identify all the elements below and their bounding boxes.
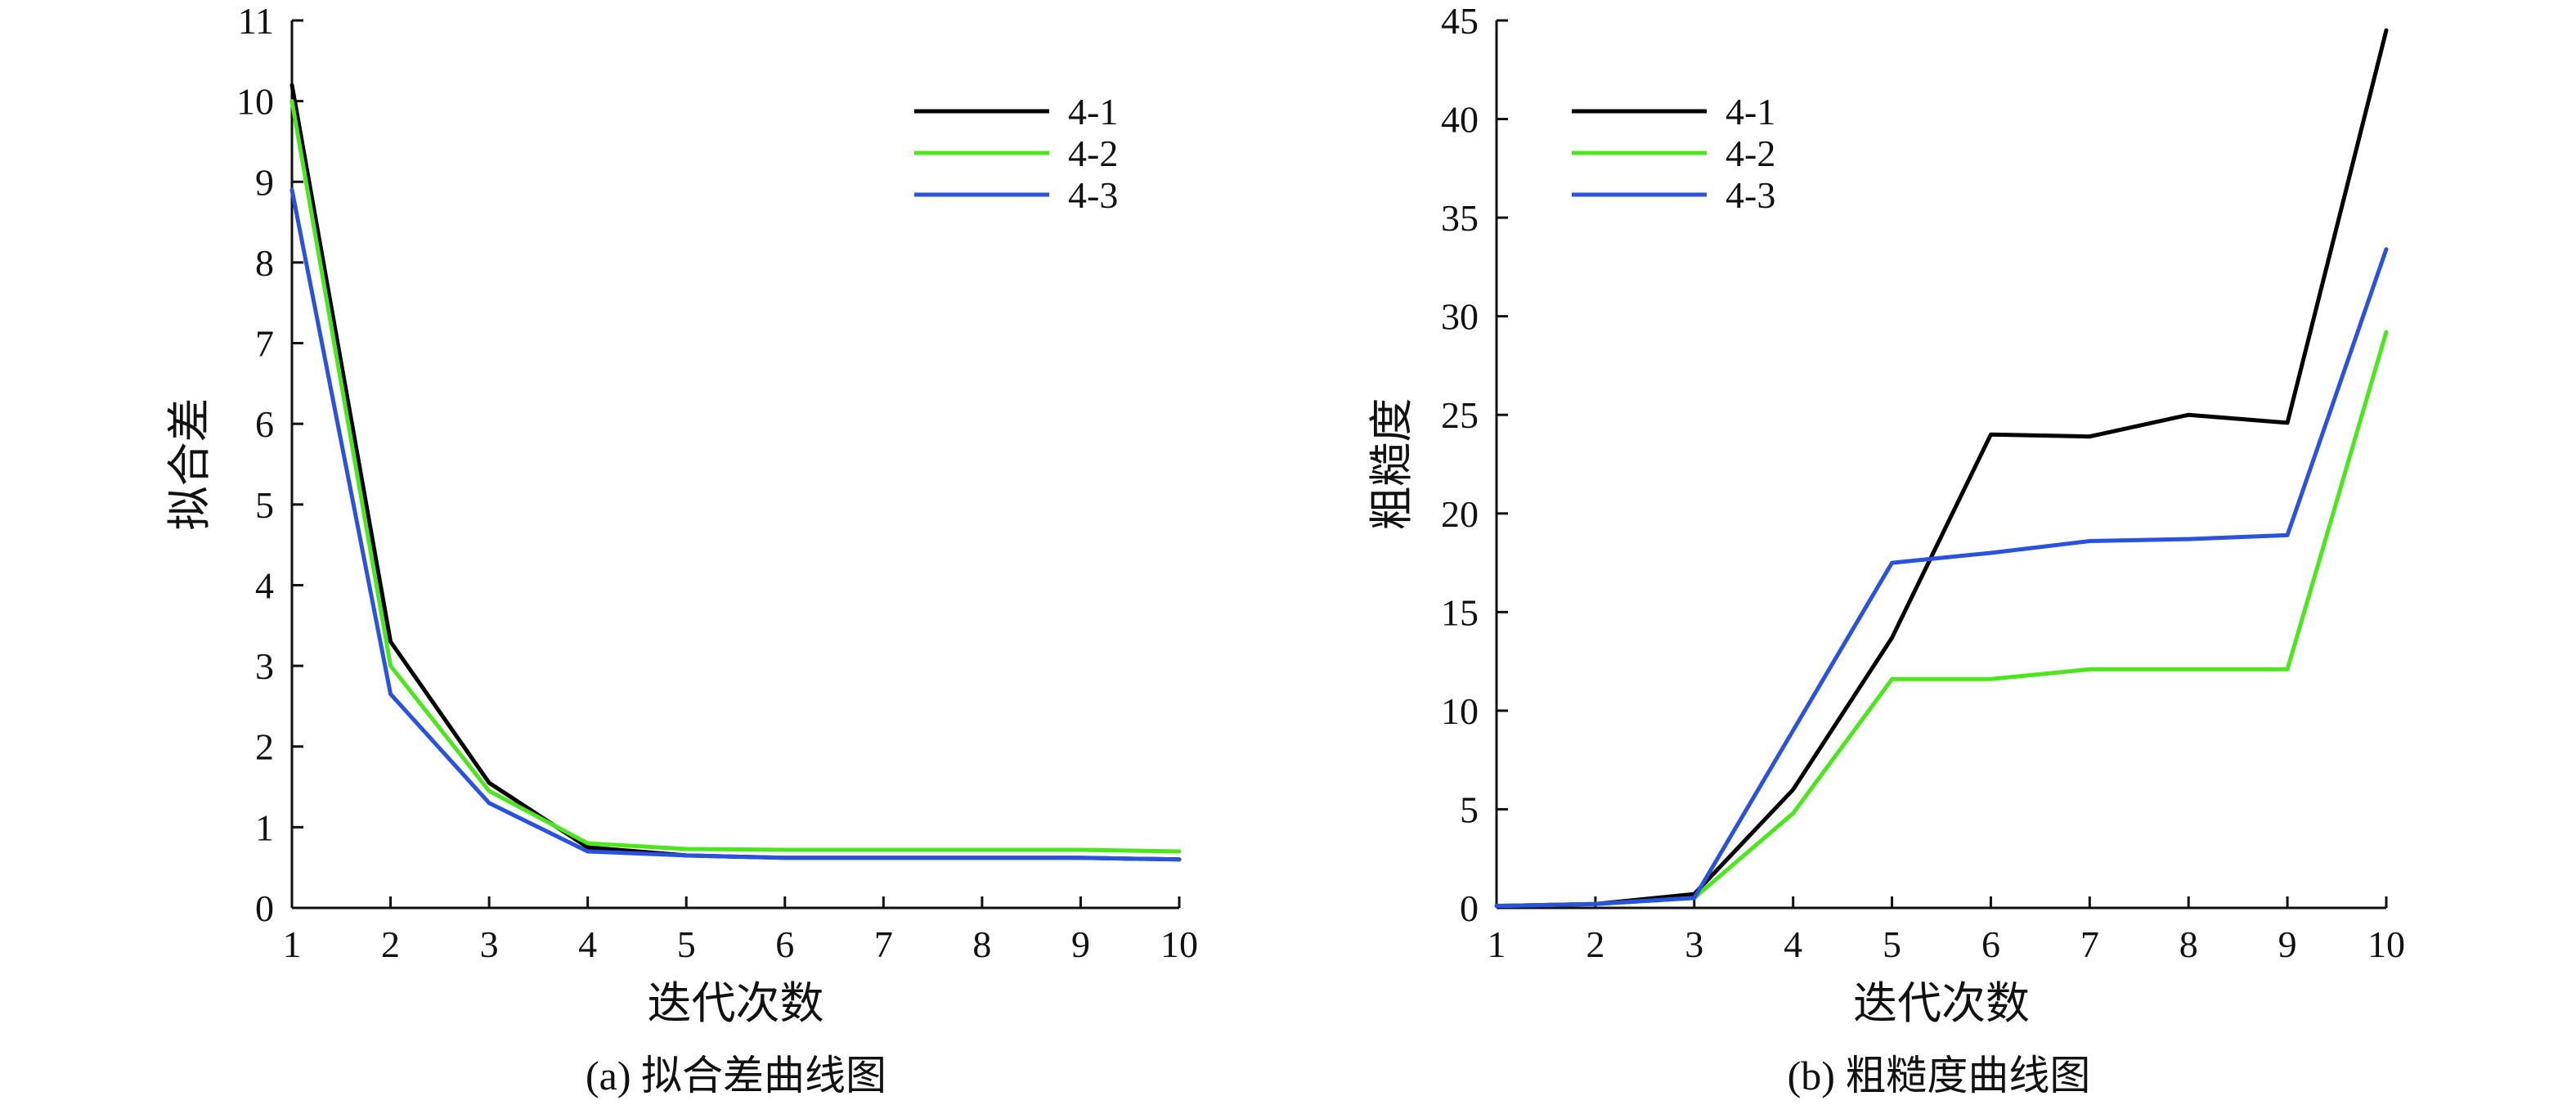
y-axis-title: 拟合差 [165,398,214,531]
caption-b: (b) 粗糙度曲线图 [1788,1053,2091,1098]
y-tick-label: 45 [1441,0,1479,42]
legend-item-4-3: 4-3 [1572,174,1775,216]
y-tick-label: 35 [1441,197,1479,239]
legend-item-4-1: 4-1 [1572,91,1775,133]
legend-label: 4-1 [1068,91,1118,133]
y-tick-label: 40 [1441,99,1479,141]
x-tick-label: 8 [2179,923,2198,965]
x-tick-label: 7 [2080,923,2099,965]
series-line-4-3 [292,190,1179,860]
legend-label: 4-3 [1726,174,1775,216]
legend-label: 4-2 [1726,133,1775,174]
x-tick-label: 1 [1488,923,1506,965]
y-tick-label: 1 [255,806,274,848]
y-tick-label: 0 [255,887,274,929]
y-tick-label: 7 [255,323,274,365]
x-tick-label: 9 [2278,923,2297,965]
x-tick-label: 7 [874,923,893,965]
x-tick-label: 4 [578,923,597,965]
y-tick-label: 20 [1441,493,1479,535]
x-axis-title: 迭代次数 [648,979,824,1028]
caption-a: (a) 拟合差曲线图 [586,1053,886,1098]
x-tick-label: 2 [381,923,400,965]
y-tick-label: 4 [255,564,274,606]
y-tick-label: 5 [255,484,274,526]
series-line-4-2 [292,101,1179,851]
y-tick-label: 30 [1441,296,1479,338]
legend: 4-14-24-3 [914,91,1118,216]
y-tick-label: 10 [236,81,274,123]
series-line-4-1 [292,85,1179,860]
y-tick-label: 11 [238,0,274,42]
y-tick-label: 2 [255,726,274,768]
legend-item-4-2: 4-2 [1572,133,1775,174]
x-tick-label: 5 [677,923,696,965]
legend-item-4-2: 4-2 [914,133,1118,174]
x-tick-label: 10 [1160,923,1198,965]
x-tick-label: 3 [480,923,499,965]
series-line-4-1 [1497,30,2386,906]
legend: 4-14-24-3 [1572,91,1775,216]
legend-item-4-1: 4-1 [914,91,1118,133]
y-tick-label: 15 [1441,591,1479,633]
x-tick-label: 6 [1981,923,2000,965]
x-tick-label: 6 [775,923,794,965]
y-tick-label: 9 [255,161,274,203]
y-axis-title: 粗糙度 [1367,398,1416,531]
legend-label: 4-3 [1068,174,1118,216]
y-tick-label: 25 [1441,394,1479,436]
x-tick-label: 9 [1071,923,1090,965]
x-tick-label: 1 [283,923,302,965]
legend-label: 4-2 [1068,133,1118,174]
legend-item-4-3: 4-3 [914,174,1118,216]
y-tick-label: 0 [1460,887,1479,929]
x-axis-title: 迭代次数 [1853,979,2030,1028]
y-tick-label: 10 [1441,690,1479,732]
y-tick-label: 5 [1460,788,1479,830]
legend-label: 4-1 [1726,91,1775,133]
x-tick-label: 5 [1883,923,1901,965]
y-tick-label: 3 [255,645,274,687]
x-tick-label: 8 [972,923,991,965]
y-tick-label: 6 [255,403,274,445]
y-tick-label: 8 [255,242,274,284]
x-tick-label: 3 [1685,923,1703,965]
series-line-4-3 [1497,249,2386,906]
x-tick-label: 4 [1784,923,1802,965]
x-tick-label: 10 [2367,923,2405,965]
x-tick-label: 2 [1586,923,1604,965]
